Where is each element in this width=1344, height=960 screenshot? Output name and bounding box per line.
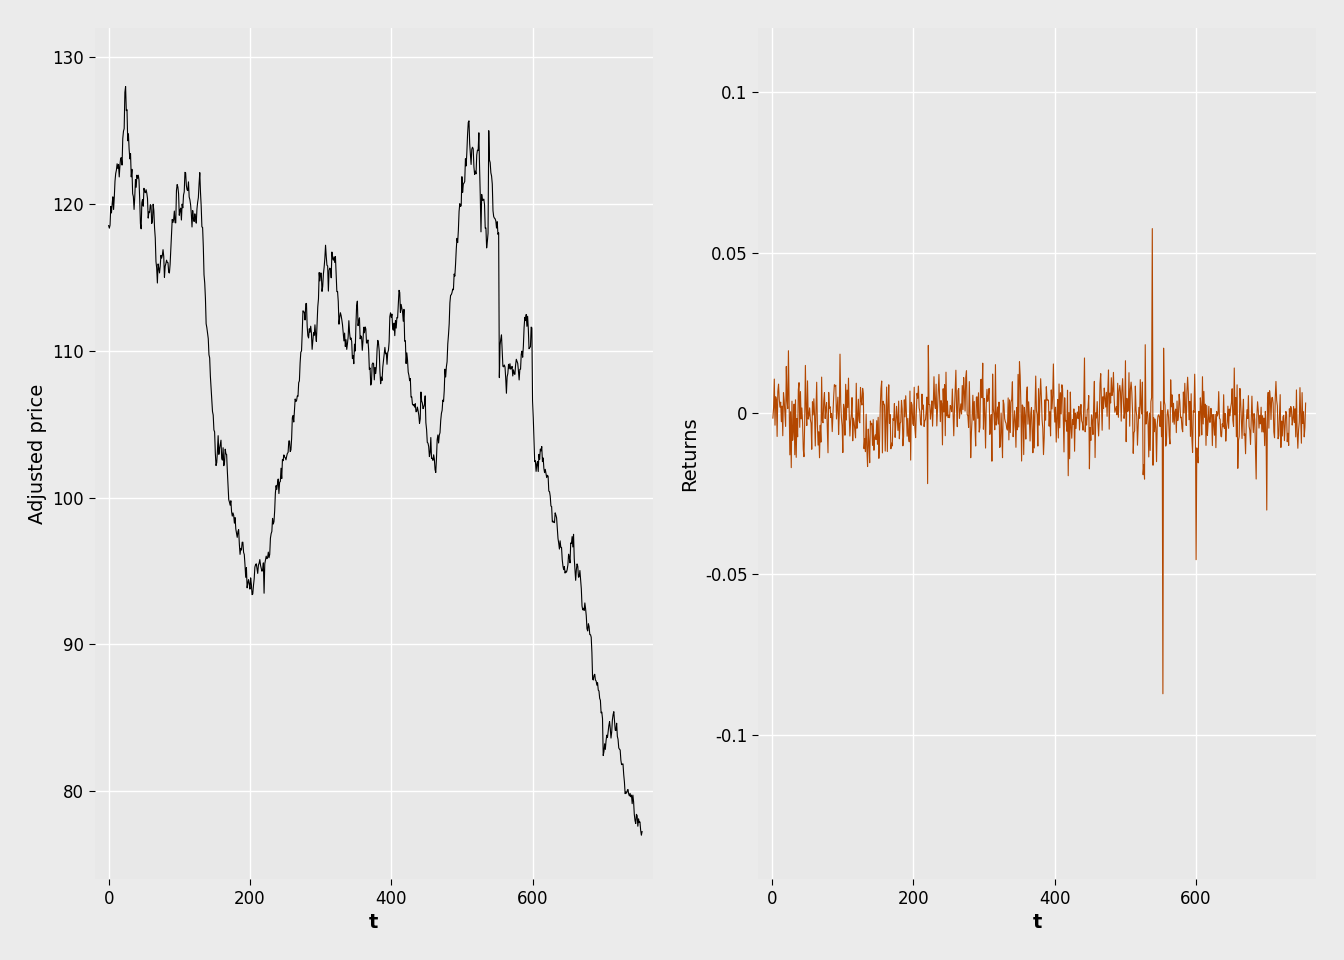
X-axis label: t: t xyxy=(368,913,378,932)
Y-axis label: Adjusted price: Adjusted price xyxy=(28,383,47,523)
X-axis label: t: t xyxy=(1032,913,1042,932)
Y-axis label: Returns: Returns xyxy=(680,417,699,491)
